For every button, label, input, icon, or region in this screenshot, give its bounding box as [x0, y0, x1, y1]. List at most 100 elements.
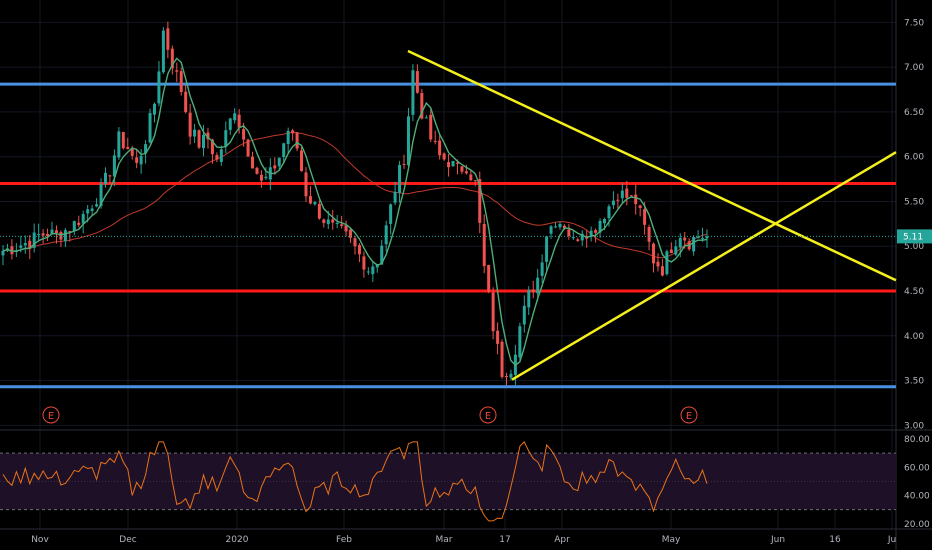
candle	[77, 215, 81, 228]
candle	[161, 27, 165, 74]
candle-body	[536, 277, 540, 294]
candle-body	[527, 289, 531, 308]
horizontal-levels[interactable]	[0, 82, 896, 389]
candle-body	[175, 70, 179, 72]
candle-body	[389, 204, 393, 224]
candle	[286, 127, 290, 155]
trendlines[interactable]	[0, 49, 897, 381]
short-moving-average	[2, 57, 708, 367]
candle-body	[23, 242, 27, 246]
candle	[692, 235, 696, 256]
candle	[406, 107, 410, 168]
earnings-label: E	[686, 411, 692, 422]
candle-body	[259, 174, 263, 181]
price-tick-label: 7.00	[904, 63, 924, 73]
candle-body	[478, 179, 482, 223]
candle	[491, 287, 495, 340]
candle	[313, 201, 317, 206]
time-tick-label: Dec	[119, 535, 136, 545]
candle	[108, 174, 112, 185]
candle	[389, 203, 393, 235]
candle-body	[398, 165, 402, 193]
time-axis[interactable]: Nov Dec 2020 Feb Mar 17 Apr May Jun 16 Ju	[31, 535, 896, 545]
candle	[300, 147, 304, 172]
candle	[554, 222, 558, 229]
candle	[625, 180, 629, 206]
descending-trendline	[407, 49, 897, 282]
candle	[460, 166, 464, 175]
candle	[81, 210, 85, 234]
candle	[696, 230, 700, 239]
candle-body	[317, 203, 321, 219]
candle-body	[251, 156, 255, 169]
candle-body	[54, 230, 58, 233]
candle-body	[59, 232, 63, 240]
candle-body	[509, 373, 513, 378]
candle	[72, 220, 76, 236]
candle-body	[32, 232, 36, 248]
candle	[148, 108, 152, 144]
candle-body	[362, 256, 366, 270]
candle-body	[522, 305, 526, 325]
candle-body	[652, 243, 656, 264]
candle	[228, 117, 232, 135]
candle-body	[625, 188, 629, 198]
candle	[202, 124, 206, 157]
earnings-label: E	[48, 411, 54, 422]
candle	[504, 372, 508, 386]
candle	[277, 157, 281, 170]
candle-body	[103, 172, 107, 185]
candle-body	[144, 144, 148, 154]
candle-body	[99, 183, 103, 207]
candle	[669, 242, 673, 253]
candle-body	[112, 155, 116, 177]
candle	[464, 164, 468, 175]
candle	[210, 138, 214, 164]
candle-body	[656, 261, 660, 267]
candle	[291, 128, 295, 141]
candle	[233, 108, 237, 124]
candle-body	[683, 237, 687, 241]
candle	[527, 286, 531, 315]
candle-body	[219, 149, 223, 162]
candle	[219, 145, 223, 166]
candle	[50, 221, 54, 235]
candle-body	[420, 93, 424, 119]
candle	[701, 227, 705, 242]
candle-body	[380, 245, 384, 265]
candle	[384, 220, 388, 252]
candle	[117, 127, 121, 160]
candle-body	[161, 30, 165, 73]
candle	[90, 204, 94, 216]
candle	[259, 170, 263, 188]
candle	[571, 229, 575, 241]
candle	[322, 218, 326, 228]
candle	[580, 230, 584, 246]
candle	[197, 129, 201, 149]
candle-body	[179, 71, 183, 92]
candle	[273, 157, 277, 175]
candle	[447, 154, 451, 177]
candle	[469, 169, 473, 182]
price-axis[interactable]: 7.50 7.00 6.50 6.00 5.50 5.00 4.50 4.00 3.50 3.00	[904, 18, 924, 431]
candle-body	[491, 292, 495, 332]
candle-body	[469, 174, 473, 181]
candle-body	[77, 222, 81, 225]
candle-body	[678, 237, 682, 248]
candle-body	[531, 289, 535, 293]
candle	[567, 224, 571, 240]
oscillator-series-line	[2, 441, 708, 522]
candle-body	[616, 199, 620, 201]
candle-body	[447, 162, 451, 168]
time-tick-label: 17	[499, 535, 510, 545]
price-tick-label: 6.00	[904, 153, 924, 163]
candle-body	[549, 226, 553, 234]
candle	[665, 249, 669, 276]
candle-body	[19, 245, 23, 248]
candle-body	[135, 157, 139, 163]
candle-body	[349, 229, 353, 238]
candle	[251, 151, 255, 169]
candle-body	[603, 218, 607, 224]
